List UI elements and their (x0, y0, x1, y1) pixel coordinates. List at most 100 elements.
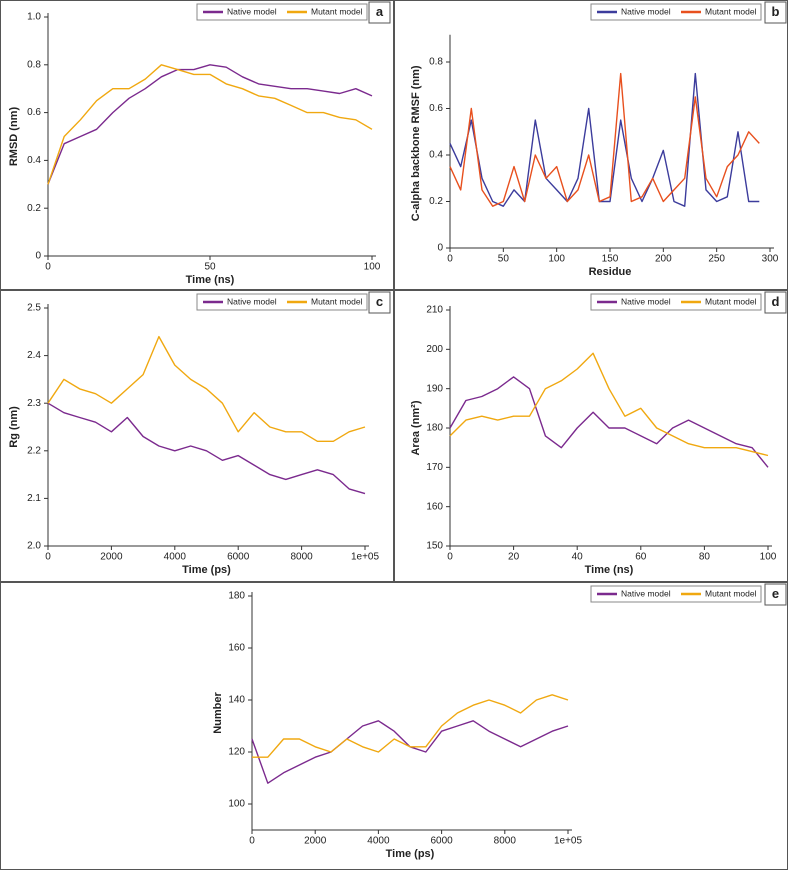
legend-label: Native model (621, 296, 671, 306)
panel-letter-box (368, 1, 391, 24)
x-tick-label: 6000 (430, 836, 453, 847)
y-tick-label: 0 (437, 243, 443, 254)
x-tick-label: 6000 (227, 552, 250, 563)
y-tick-label: 180 (228, 591, 245, 602)
series-line (47, 64, 373, 185)
panel-letter: a (376, 4, 384, 19)
x-tick-label: 8000 (290, 552, 313, 563)
x-tick-label: 50 (498, 254, 510, 265)
y-axis-title: C-alpha backbone RMSF (nm) (410, 65, 422, 221)
y-tick-label: 2.2 (27, 445, 41, 456)
y-tick-label: 150 (426, 541, 443, 552)
x-tick-label: 0 (45, 552, 51, 563)
x-tick-label: 0 (447, 552, 453, 563)
panel-letter-box (764, 1, 787, 24)
y-tick-label: 0.2 (27, 203, 41, 214)
y-tick-label: 140 (228, 695, 245, 706)
y-tick-label: 1.0 (27, 12, 41, 23)
panel-frame (0, 290, 394, 582)
x-tick-label: 200 (655, 254, 672, 265)
panel-frame (0, 582, 788, 870)
panel-letter-box (764, 291, 787, 314)
legend-label: Mutant model (705, 6, 757, 16)
series-line (449, 352, 769, 457)
legend-label: Native model (621, 588, 671, 598)
x-axis-title: Time (ps) (182, 564, 231, 576)
y-tick-label: 0.4 (429, 150, 443, 161)
legend-label: Mutant model (311, 6, 363, 16)
y-tick-label: 160 (228, 643, 245, 654)
y-tick-label: 0.2 (429, 196, 443, 207)
y-tick-label: 2.1 (27, 493, 41, 504)
series-line (449, 376, 769, 468)
x-tick-label: 4000 (164, 552, 187, 563)
x-tick-label: 300 (762, 254, 779, 265)
series-line (47, 64, 373, 185)
panel-letter: b (772, 4, 780, 19)
x-tick-label: 0 (447, 254, 453, 265)
x-tick-label: 50 (204, 262, 216, 273)
panel-letter: e (772, 586, 779, 601)
series-line (47, 402, 366, 495)
legend-label: Mutant model (705, 588, 757, 598)
y-tick-label: 0.4 (27, 155, 41, 166)
y-tick-label: 160 (426, 501, 443, 512)
y-tick-label: 2.3 (27, 398, 41, 409)
x-tick-label: 250 (708, 254, 725, 265)
legend-label: Native model (621, 6, 671, 16)
y-axis-title: Area (nm²) (410, 400, 422, 455)
panel-frame (394, 0, 788, 290)
y-tick-label: 180 (426, 423, 443, 434)
x-tick-label: 0 (45, 262, 51, 273)
x-tick-label: 20 (508, 552, 520, 563)
x-tick-label: 0 (249, 836, 255, 847)
y-tick-label: 0.6 (429, 103, 443, 114)
legend-label: Native model (227, 6, 277, 16)
x-tick-label: 100 (760, 552, 777, 563)
y-tick-label: 0.6 (27, 107, 41, 118)
legend-label: Mutant model (311, 296, 363, 306)
series-line (251, 720, 569, 784)
x-tick-label: 100 (364, 262, 381, 273)
y-tick-label: 100 (228, 799, 245, 810)
legend-label: Native model (227, 296, 277, 306)
legend-box (196, 3, 368, 21)
y-tick-label: 200 (426, 344, 443, 355)
x-tick-label: 4000 (367, 836, 390, 847)
y-tick-label: 2.4 (27, 350, 41, 361)
y-tick-label: 0.8 (429, 57, 443, 68)
series-line (449, 72, 760, 207)
panel-letter: d (772, 294, 780, 309)
x-tick-label: 2000 (304, 836, 327, 847)
x-tick-label: 1e+05 (554, 836, 583, 847)
x-tick-label: 1e+05 (351, 552, 380, 563)
series-line (449, 72, 760, 207)
series-line (47, 335, 366, 442)
x-tick-label: 8000 (494, 836, 517, 847)
x-axis-title: Time (ns) (585, 564, 634, 576)
x-tick-label: 100 (548, 254, 565, 265)
x-tick-label: 60 (635, 552, 647, 563)
series-line (252, 694, 569, 758)
legend-box (590, 3, 762, 21)
x-axis-title: Time (ns) (186, 274, 235, 286)
y-axis-title: Number (212, 692, 224, 734)
x-axis-title: Time (ps) (386, 848, 435, 860)
legend-box (590, 585, 762, 603)
legend-label: Mutant model (705, 296, 757, 306)
legend-box (196, 293, 368, 311)
panel-letter-box (764, 583, 787, 606)
y-tick-label: 2.0 (27, 541, 41, 552)
y-tick-label: 210 (426, 305, 443, 316)
y-tick-label: 0 (35, 251, 41, 262)
legend-box (590, 293, 762, 311)
y-tick-label: 0.8 (27, 59, 41, 70)
y-tick-label: 2.5 (27, 303, 41, 314)
x-tick-label: 150 (602, 254, 619, 265)
x-tick-label: 40 (572, 552, 584, 563)
panel-letter-box (368, 291, 391, 314)
y-tick-label: 190 (426, 383, 443, 394)
y-axis-title: RMSD (nm) (8, 107, 20, 167)
y-tick-label: 170 (426, 462, 443, 473)
